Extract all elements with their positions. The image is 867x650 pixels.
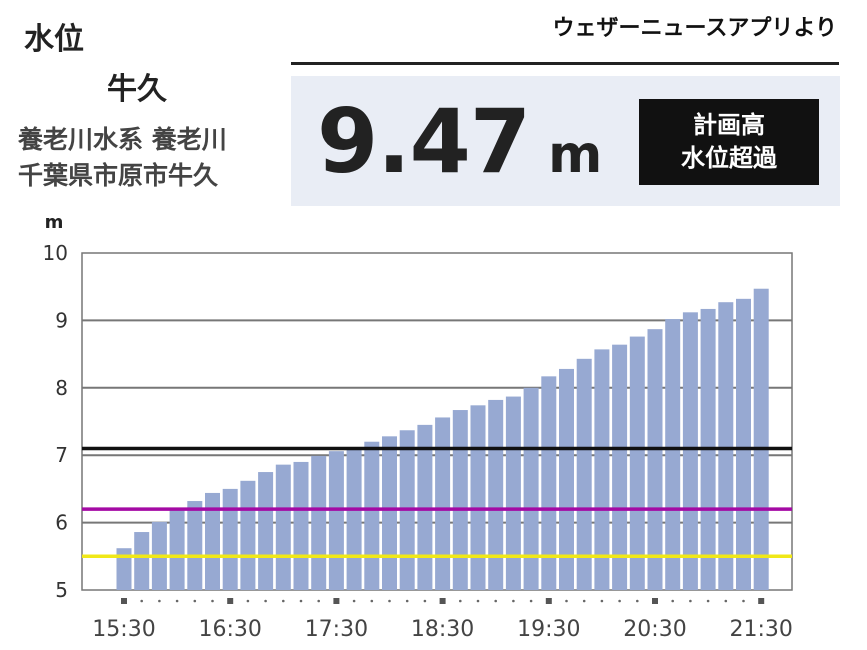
y-tick-label: 10	[43, 241, 68, 265]
bar	[134, 532, 150, 590]
bar	[576, 358, 592, 590]
x-tick-mark	[333, 598, 340, 604]
x-minor-tick	[618, 599, 621, 603]
bar	[736, 298, 751, 590]
bar	[328, 451, 344, 590]
x-minor-tick	[317, 599, 321, 603]
x-minor-tick	[671, 599, 674, 603]
x-minor-tick	[211, 599, 214, 603]
x-minor-tick	[512, 599, 515, 603]
x-tick-label: 17:30	[305, 617, 368, 642]
current-level: 9.47 m	[317, 90, 602, 205]
bar	[753, 288, 769, 590]
bar	[470, 405, 486, 590]
status-badge: 計画高 水位超過	[639, 99, 819, 185]
river-info: 養老川水系 養老川 千葉県市原市牛久	[18, 122, 227, 194]
x-tick-mark	[227, 598, 234, 604]
x-minor-tick	[459, 599, 462, 603]
bar	[505, 396, 521, 590]
x-tick-mark	[439, 598, 446, 604]
bar	[682, 312, 698, 590]
x-minor-tick	[299, 599, 303, 603]
bar	[594, 349, 610, 590]
x-minor-tick	[565, 599, 568, 603]
x-tick-label: 18:30	[411, 617, 474, 642]
station-name: 牛久	[107, 72, 167, 107]
bar	[275, 464, 291, 590]
bar	[187, 501, 203, 590]
x-minor-tick	[724, 599, 728, 603]
bar	[382, 436, 397, 590]
level-panel: 9.47 m 計画高 水位超過	[291, 76, 840, 206]
bar	[435, 417, 451, 590]
x-minor-tick	[529, 599, 533, 603]
x-minor-tick	[494, 599, 498, 603]
y-tick-label: 9	[55, 308, 68, 332]
bar	[240, 480, 256, 590]
x-minor-tick	[246, 599, 250, 603]
bar	[523, 387, 539, 590]
bar	[452, 410, 468, 590]
x-minor-tick	[282, 599, 285, 603]
bar	[258, 472, 274, 590]
bar	[612, 344, 628, 590]
header-divider	[291, 62, 839, 65]
y-tick-label: 5	[55, 578, 68, 602]
x-minor-tick	[175, 599, 179, 603]
bar	[647, 329, 663, 590]
x-tick-label: 15:30	[92, 617, 155, 642]
x-minor-tick	[742, 599, 745, 603]
x-minor-tick	[582, 599, 586, 603]
bar	[364, 441, 380, 590]
x-minor-tick	[264, 599, 267, 603]
bar	[346, 447, 362, 590]
bar	[169, 510, 185, 590]
x-minor-tick	[706, 599, 710, 603]
location: 千葉県市原市牛久	[18, 161, 219, 190]
x-tick-mark	[545, 598, 552, 604]
x-tick-label: 19:30	[517, 617, 580, 642]
bar	[222, 488, 238, 590]
x-minor-tick	[388, 599, 391, 603]
x-tick-label: 20:30	[623, 617, 686, 642]
x-minor-tick	[476, 599, 480, 603]
bar	[488, 399, 504, 590]
x-minor-tick	[600, 599, 604, 603]
bar	[116, 548, 132, 590]
y-tick-label: 6	[55, 511, 68, 535]
x-minor-tick	[140, 599, 143, 603]
x-tick-mark	[758, 598, 765, 604]
bar	[559, 368, 574, 590]
bar	[541, 376, 557, 590]
y-tick-label: 7	[55, 443, 68, 467]
x-minor-tick	[423, 599, 427, 603]
bar	[718, 302, 734, 590]
x-tick-mark	[121, 598, 127, 604]
level-value: 9.47	[317, 90, 531, 193]
status-line-2: 水位超過	[681, 144, 777, 172]
x-minor-tick	[405, 599, 409, 603]
bar	[311, 455, 327, 590]
status-line-1: 計画高	[693, 111, 765, 139]
x-minor-tick	[193, 599, 197, 603]
x-tick-mark	[652, 598, 658, 604]
page-title: 水位	[24, 22, 84, 57]
x-minor-tick	[352, 599, 356, 603]
level-unit: m	[548, 125, 602, 185]
bar	[629, 336, 645, 590]
x-minor-tick	[689, 599, 692, 603]
x-tick-label: 16:30	[198, 617, 261, 642]
y-axis-unit: m	[45, 212, 64, 233]
y-tick-label: 8	[55, 376, 68, 400]
x-minor-tick	[370, 599, 374, 603]
source-credit: ウェザーニュースアプリより	[552, 16, 837, 41]
x-tick-label: 21:30	[729, 617, 792, 642]
bar	[293, 461, 309, 590]
bar	[665, 319, 681, 590]
bar	[205, 492, 220, 590]
x-minor-tick	[158, 599, 161, 603]
x-minor-tick	[636, 599, 639, 603]
river-system: 養老川水系 養老川	[18, 125, 227, 154]
